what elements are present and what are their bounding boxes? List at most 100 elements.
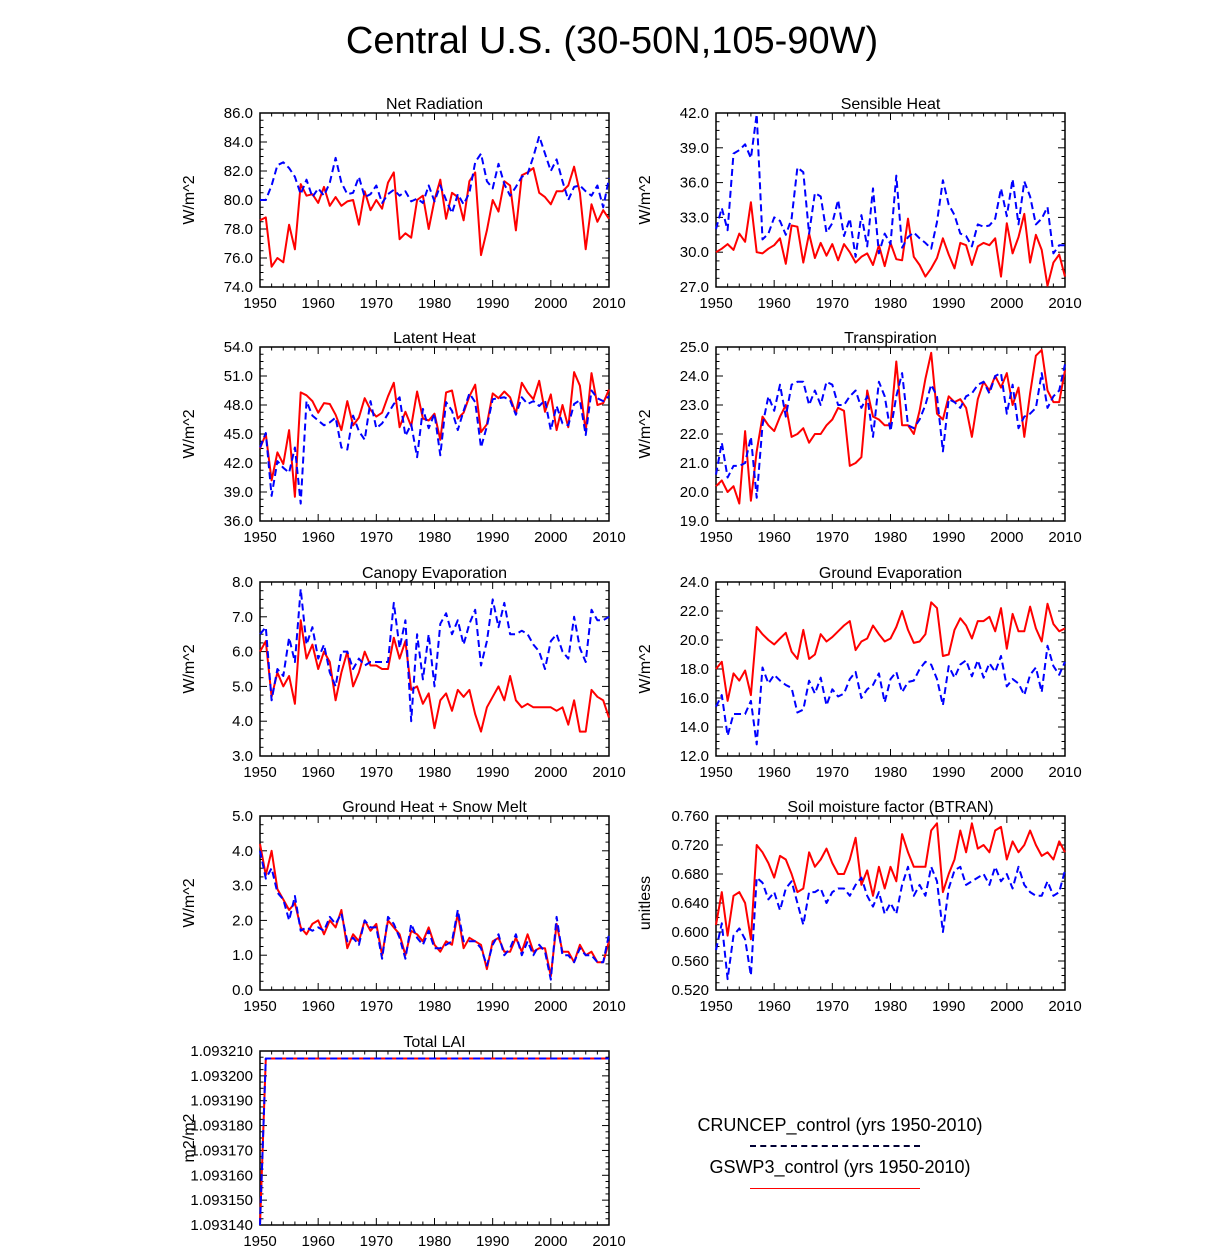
- net-radiation-x-tick-label: 1970: [360, 295, 393, 312]
- canopy-evaporation-x-tick-label: 1990: [476, 764, 509, 781]
- ground-evaporation-y-tick-label: 12.0: [680, 748, 709, 765]
- total-lai-plot-frame: [259, 1050, 610, 1226]
- ground-evaporation-x-tick-label: 1980: [874, 764, 907, 781]
- latent-heat-y-tick-label: 45.0: [224, 426, 253, 443]
- ground-heat-snow-melt-x-tick-label: 2000: [534, 998, 567, 1015]
- panel-soil-moisture-factor-btran: Soil moisture factor (BTRAN) unitless 1950…: [637, 799, 1082, 1015]
- net-radiation-y-tick-label: 84.0: [224, 134, 253, 151]
- net-radiation-y-tick-label: 74.0: [224, 279, 253, 296]
- ground-evaporation-plot-frame: [715, 581, 1066, 757]
- ground-evaporation-y-tick-label: 16.0: [680, 690, 709, 707]
- canopy-evaporation-title: Canopy Evaporation: [362, 565, 507, 582]
- canopy-evaporation-y-tick-label: 6.0: [232, 644, 253, 661]
- total-lai-y-tick-label: 1.093160: [190, 1167, 253, 1184]
- ground-heat-snow-melt-y-tick-label: 3.0: [232, 878, 253, 895]
- latent-heat-title: Latent Heat: [393, 330, 476, 347]
- total-lai-series-cruncep-control: [259, 1057, 609, 1226]
- latent-heat-x-tick-label: 1980: [418, 529, 451, 546]
- ground-evaporation-y-tick-label: 14.0: [680, 719, 709, 736]
- total-lai-y-tick-label: 1.093190: [190, 1093, 253, 1110]
- canopy-evaporation-x-tick-label: 2010: [592, 764, 625, 781]
- sensible-heat-y-tick-label: 36.0: [680, 175, 709, 192]
- total-lai-x-tick-label: 1960: [301, 1233, 334, 1250]
- net-radiation-y-tick-label: 86.0: [224, 105, 253, 122]
- transpiration-x-tick-label: 1980: [874, 529, 907, 546]
- ground-heat-snow-melt-x-tick-label: 1960: [301, 998, 334, 1015]
- total-lai-x-tick-label: 1950: [243, 1233, 276, 1250]
- legend-label-cruncep: CRUNCEP_control (yrs 1950-2010): [697, 1115, 983, 1135]
- latent-heat-x-tick-label: 2010: [592, 529, 625, 546]
- latent-heat-y-tick-label: 36.0: [224, 513, 253, 530]
- panel-net-radiation: Net Radiation W/m^2 1950 1960 1970 1980 1990 20…: [181, 96, 626, 312]
- ground-evaporation-y-tick-label: 18.0: [680, 661, 709, 678]
- ground-heat-snow-melt-y-tick-label: 2.0: [232, 912, 253, 929]
- transpiration-y-tick-label: 24.0: [680, 368, 709, 385]
- total-lai-x-tick-label: 2010: [592, 1233, 625, 1250]
- sensible-heat-title: Sensible Heat: [841, 96, 941, 113]
- canopy-evaporation-x-tick-label: 1970: [360, 764, 393, 781]
- net-radiation-y-axis-label: W/m^2: [181, 175, 198, 224]
- legend-label-gswp3: GSWP3_control (yrs 1950-2010): [709, 1157, 971, 1177]
- canopy-evaporation-y-tick-label: 5.0: [232, 678, 253, 695]
- soil-moisture-factor-btran-y-tick-label: 0.520: [671, 982, 709, 999]
- soil-moisture-factor-btran-y-tick-label: 0.720: [671, 837, 709, 854]
- transpiration-plot-frame: [715, 346, 1066, 522]
- soil-moisture-factor-btran-x-tick-label: 1980: [874, 998, 907, 1015]
- latent-heat-x-tick-label: 1950: [243, 529, 276, 546]
- sensible-heat-y-tick-label: 33.0: [680, 209, 709, 226]
- sensible-heat-y-axis-label: W/m^2: [637, 175, 654, 224]
- sensible-heat-y-tick-label: 39.0: [680, 140, 709, 157]
- transpiration-x-tick-label: 2000: [990, 529, 1023, 546]
- total-lai-x-tick-label: 2000: [534, 1233, 567, 1250]
- sensible-heat-x-tick-label: 1980: [874, 295, 907, 312]
- total-lai-series-gswp3-control: [259, 1057, 609, 1226]
- ground-heat-snow-melt-y-axis-label: W/m^2: [181, 878, 198, 927]
- latent-heat-y-tick-label: 39.0: [224, 484, 253, 501]
- latent-heat-y-tick-label: 42.0: [224, 455, 253, 472]
- canopy-evaporation-series-gswp3-control: [259, 619, 610, 733]
- net-radiation-x-tick-label: 2000: [534, 295, 567, 312]
- latent-heat-x-tick-label: 1970: [360, 529, 393, 546]
- transpiration-y-tick-label: 20.0: [680, 484, 709, 501]
- transpiration-y-tick-label: 19.0: [680, 513, 709, 530]
- canopy-evaporation-x-tick-label: 1960: [301, 764, 334, 781]
- ground-evaporation-title: Ground Evaporation: [819, 565, 962, 582]
- sensible-heat-x-tick-label: 1970: [816, 295, 849, 312]
- net-radiation-title: Net Radiation: [386, 96, 483, 113]
- ground-evaporation-x-tick-label: 1990: [932, 764, 965, 781]
- soil-moisture-factor-btran-x-tick-label: 1990: [932, 998, 965, 1015]
- latent-heat-y-axis-label: W/m^2: [181, 409, 198, 458]
- transpiration-x-tick-label: 1970: [816, 529, 849, 546]
- panel-transpiration: Transpiration W/m^2 1950 1960 1970 1980 1990 20…: [637, 330, 1082, 546]
- ground-heat-snow-melt-x-tick-label: 1970: [360, 998, 393, 1015]
- ground-evaporation-series-gswp3-control: [715, 601, 1066, 702]
- ground-heat-snow-melt-y-tick-label: 0.0: [232, 982, 253, 999]
- canopy-evaporation-y-tick-label: 4.0: [232, 713, 253, 730]
- ground-heat-snow-melt-y-tick-label: 5.0: [232, 808, 253, 825]
- net-radiation-y-tick-label: 78.0: [224, 221, 253, 238]
- net-radiation-x-tick-label: 1960: [301, 295, 334, 312]
- transpiration-y-tick-label: 22.0: [680, 426, 709, 443]
- ground-heat-snow-melt-series-cruncep-control: [259, 850, 610, 981]
- net-radiation-x-tick-label: 2010: [592, 295, 625, 312]
- latent-heat-series-cruncep-control: [259, 389, 610, 505]
- transpiration-y-tick-label: 21.0: [680, 455, 709, 472]
- canopy-evaporation-series-cruncep-control: [259, 588, 610, 723]
- total-lai-y-tick-label: 1.093170: [190, 1142, 253, 1159]
- net-radiation-x-tick-label: 1950: [243, 295, 276, 312]
- ground-heat-snow-melt-title: Ground Heat + Snow Melt: [342, 799, 527, 816]
- sensible-heat-y-tick-label: 27.0: [680, 279, 709, 296]
- sensible-heat-x-tick-label: 1960: [757, 295, 790, 312]
- ground-heat-snow-melt-y-tick-label: 4.0: [232, 843, 253, 860]
- ground-evaporation-y-axis-label: W/m^2: [637, 644, 654, 693]
- canopy-evaporation-y-tick-label: 3.0: [232, 748, 253, 765]
- total-lai-y-tick-label: 1.093150: [190, 1192, 253, 1209]
- soil-moisture-factor-btran-y-tick-label: 0.640: [671, 895, 709, 912]
- latent-heat-x-tick-label: 1960: [301, 529, 334, 546]
- soil-moisture-factor-btran-y-axis-label: unitless: [637, 876, 654, 930]
- soil-moisture-factor-btran-series-cruncep-control: [715, 865, 1066, 981]
- panel-total-lai: Total LAI m2/m2 1950 1960 1970 1980 1990 2000 20…: [181, 1034, 626, 1250]
- total-lai-y-tick-label: 1.093200: [190, 1068, 253, 1085]
- soil-moisture-factor-btran-x-tick-label: 2010: [1048, 998, 1081, 1015]
